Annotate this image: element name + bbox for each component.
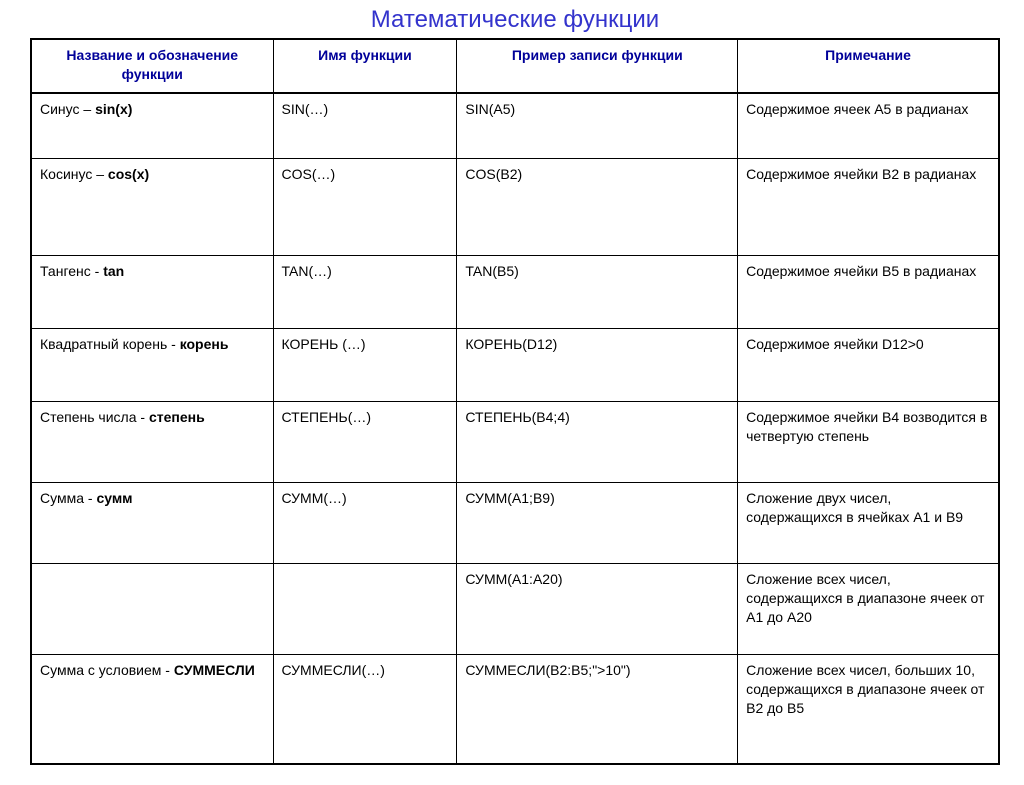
cell-name: Косинус – cos(x) xyxy=(31,158,273,255)
name-prefix: Сумма - xyxy=(40,490,96,506)
name-prefix: Степень числа - xyxy=(40,409,149,425)
name-bold: степень xyxy=(149,409,205,425)
cell-note: Содержимое ячейки B5 в радианах xyxy=(738,255,999,328)
col-header-example: Пример записи функции xyxy=(457,39,738,93)
cell-note: Сложение двух чисел, содержащихся в ячей… xyxy=(738,482,999,563)
cell-note: Содержимое ячейки B2 в радианах xyxy=(738,158,999,255)
cell-name: Тангенс - tan xyxy=(31,255,273,328)
table-row: Косинус – cos(x)COS(…)COS(B2)Содержимое … xyxy=(31,158,999,255)
name-bold: сумм xyxy=(96,490,132,506)
name-bold: корень xyxy=(180,336,229,352)
page-title: Математические функции xyxy=(30,6,1000,34)
table-row: Сумма - суммСУММ(…)СУММ(A1;B9)Сложение д… xyxy=(31,482,999,563)
table-row: СУММ(A1:A20)Сложение всех чисел, содержа… xyxy=(31,563,999,654)
cell-name: Сумма - сумм xyxy=(31,482,273,563)
cell-example: СТЕПЕНЬ(B4;4) xyxy=(457,401,738,482)
table-row: Степень числа - степеньСТЕПЕНЬ(…)СТЕПЕНЬ… xyxy=(31,401,999,482)
cell-example: COS(B2) xyxy=(457,158,738,255)
name-prefix: Квадратный корень - xyxy=(40,336,180,352)
cell-example: КОРЕНЬ(D12) xyxy=(457,328,738,401)
cell-fname: TAN(…) xyxy=(273,255,457,328)
cell-fname xyxy=(273,563,457,654)
table-row: Синус – sin(x)SIN(…)SIN(A5)Содержимое яч… xyxy=(31,93,999,159)
col-header-note: Примечание xyxy=(738,39,999,93)
cell-example: SIN(A5) xyxy=(457,93,738,159)
cell-example: СУММЕСЛИ(B2:B5;">10") xyxy=(457,654,738,764)
name-bold: СУММЕСЛИ xyxy=(174,662,255,678)
cell-note: Содержимое ячейки B4 возводится в четвер… xyxy=(738,401,999,482)
cell-example: TAN(B5) xyxy=(457,255,738,328)
cell-note: Содержимое ячейки D12>0 xyxy=(738,328,999,401)
cell-name: Степень числа - степень xyxy=(31,401,273,482)
table-row: Тангенс - tanTAN(…)TAN(B5)Содержимое яче… xyxy=(31,255,999,328)
cell-name: Синус – sin(x) xyxy=(31,93,273,159)
name-bold: sin(x) xyxy=(95,101,132,117)
cell-note: Сложение всех чисел, больших 10, содержа… xyxy=(738,654,999,764)
name-prefix: Синус – xyxy=(40,101,95,117)
cell-example: СУММ(A1:A20) xyxy=(457,563,738,654)
cell-example: СУММ(A1;B9) xyxy=(457,482,738,563)
cell-fname: КОРЕНЬ (…) xyxy=(273,328,457,401)
cell-name xyxy=(31,563,273,654)
name-prefix: Тангенс - xyxy=(40,263,103,279)
name-prefix: Косинус – xyxy=(40,166,108,182)
name-prefix: Сумма с условием - xyxy=(40,662,174,678)
name-bold: tan xyxy=(103,263,124,279)
table-row: Сумма с условием - СУММЕСЛИСУММЕСЛИ(…)СУ… xyxy=(31,654,999,764)
cell-fname: СУММЕСЛИ(…) xyxy=(273,654,457,764)
cell-fname: СУММ(…) xyxy=(273,482,457,563)
cell-name: Квадратный корень - корень xyxy=(31,328,273,401)
functions-table: Название и обозначение функции Имя функц… xyxy=(30,38,1000,765)
name-bold: cos(x) xyxy=(108,166,149,182)
cell-fname: СТЕПЕНЬ(…) xyxy=(273,401,457,482)
cell-note: Содержимое ячеек A5 в радианах xyxy=(738,93,999,159)
cell-fname: SIN(…) xyxy=(273,93,457,159)
col-header-fname: Имя функции xyxy=(273,39,457,93)
cell-note: Сложение всех чисел, содержащихся в диап… xyxy=(738,563,999,654)
table-row: Квадратный корень - кореньКОРЕНЬ (…)КОРЕ… xyxy=(31,328,999,401)
table-body: Синус – sin(x)SIN(…)SIN(A5)Содержимое яч… xyxy=(31,93,999,764)
cell-name: Сумма с условием - СУММЕСЛИ xyxy=(31,654,273,764)
table-header-row: Название и обозначение функции Имя функц… xyxy=(31,39,999,93)
cell-fname: COS(…) xyxy=(273,158,457,255)
col-header-name: Название и обозначение функции xyxy=(31,39,273,93)
page: Математические функции Название и обозна… xyxy=(0,0,1024,785)
